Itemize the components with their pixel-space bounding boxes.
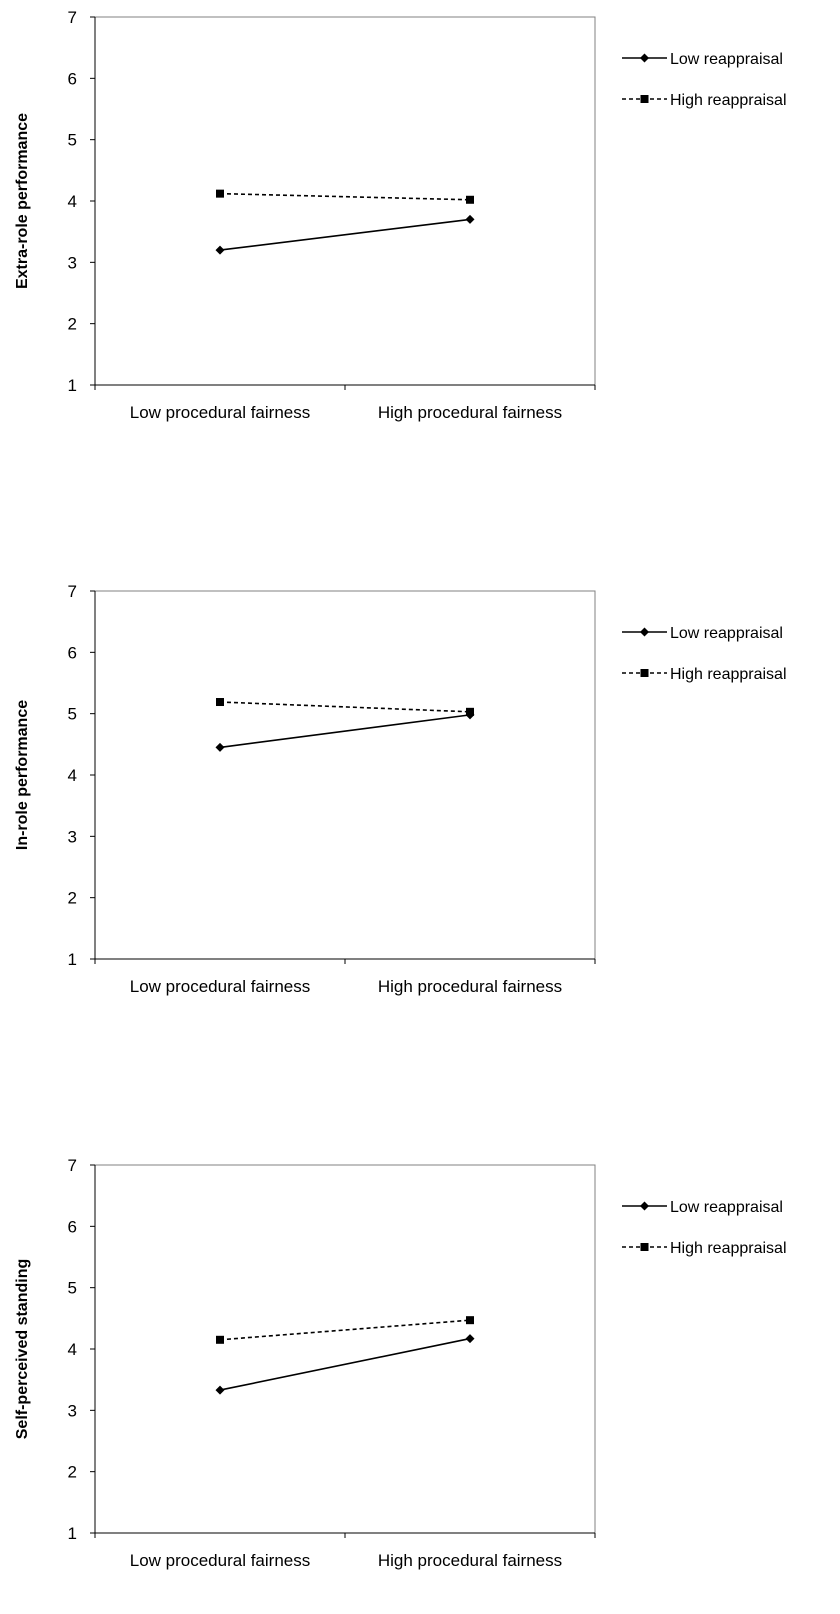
legend-label: Low reappraisal xyxy=(670,1199,783,1216)
data-point xyxy=(215,742,225,752)
legend-label: Low reappraisal xyxy=(670,625,783,642)
series-line xyxy=(219,218,471,251)
x-tick-label: High procedural fairness xyxy=(378,403,562,422)
y-axis-label: In-role performance xyxy=(14,700,31,850)
y-tick-label: 4 xyxy=(68,192,77,211)
y-tick-label: 6 xyxy=(68,69,77,88)
data-point xyxy=(466,195,474,204)
y-tick-label: 1 xyxy=(68,950,77,969)
series-line xyxy=(219,1337,471,1391)
y-axis-label: Self-perceived standing xyxy=(14,1259,31,1440)
legend-marker xyxy=(640,1201,649,1211)
y-tick-label: 2 xyxy=(68,1463,77,1482)
y-tick-label: 4 xyxy=(68,1340,77,1359)
data-point xyxy=(466,707,474,716)
x-tick-label: Low procedural fairness xyxy=(130,977,310,996)
data-point xyxy=(216,1335,224,1344)
data-point xyxy=(215,1385,225,1395)
series-line xyxy=(219,1319,471,1341)
legend-marker xyxy=(640,669,649,677)
chart-self-perceived-standing: 1 2 3 4 5 6 7 Low procedural fairness High proce… xyxy=(0,1148,840,1588)
y-tick-label: 3 xyxy=(68,1401,77,1420)
chart-extra-role-performance: 1 2 3 4 5 6 7 Low procedural fairness High proce… xyxy=(0,0,840,440)
x-tick-label: Low procedural fairness xyxy=(130,403,310,422)
y-tick-label: 5 xyxy=(68,705,77,724)
x-tick-label: High procedural fairness xyxy=(378,977,562,996)
legend-label: High reappraisal xyxy=(670,1240,787,1257)
y-tick-label: 1 xyxy=(68,376,77,395)
series-line xyxy=(219,714,471,749)
series-line xyxy=(219,701,471,713)
data-point xyxy=(465,1334,475,1344)
y-tick-label: 3 xyxy=(68,253,77,272)
data-point xyxy=(216,698,224,707)
plot-area xyxy=(94,1164,596,1534)
legend-marker xyxy=(640,1243,649,1251)
data-point xyxy=(215,245,225,255)
y-tick-label: 5 xyxy=(68,1279,77,1298)
data-point xyxy=(216,189,224,198)
chart-in-role-performance: 1 2 3 4 5 6 7 Low procedural fairness High proce… xyxy=(0,574,840,1014)
y-tick-label: 5 xyxy=(68,131,77,150)
chart-svg: 1 2 3 4 5 6 7 Low procedural fairness High proce… xyxy=(14,1156,787,1570)
series-line xyxy=(219,192,471,201)
y-axis-label: Extra-role performance xyxy=(14,113,31,289)
chart-svg: 1 2 3 4 5 6 7 Low procedural fairness High proce… xyxy=(14,8,787,422)
legend-label: High reappraisal xyxy=(670,92,787,109)
y-tick-label: 1 xyxy=(68,1524,77,1543)
y-tick-label: 7 xyxy=(68,582,77,601)
chart-svg: 1 2 3 4 5 6 7 Low procedural fairness High proce… xyxy=(14,582,787,996)
legend-label: High reappraisal xyxy=(670,666,787,683)
legend-marker xyxy=(640,53,649,63)
legend-marker xyxy=(640,627,649,637)
y-tick-label: 6 xyxy=(68,1217,77,1236)
y-tick-label: 4 xyxy=(68,766,77,785)
legend-label: Low reappraisal xyxy=(670,51,783,68)
data-point xyxy=(466,1316,474,1325)
y-tick-label: 7 xyxy=(68,8,77,27)
plot-area xyxy=(94,16,596,386)
y-tick-label: 7 xyxy=(68,1156,77,1175)
plot-area xyxy=(94,590,596,960)
data-point xyxy=(465,214,475,224)
y-tick-label: 3 xyxy=(68,827,77,846)
y-tick-label: 2 xyxy=(68,315,77,334)
y-tick-label: 6 xyxy=(68,643,77,662)
y-tick-label: 2 xyxy=(68,889,77,908)
x-tick-label: Low procedural fairness xyxy=(130,1551,310,1570)
legend-marker xyxy=(640,95,649,103)
x-tick-label: High procedural fairness xyxy=(378,1551,562,1570)
